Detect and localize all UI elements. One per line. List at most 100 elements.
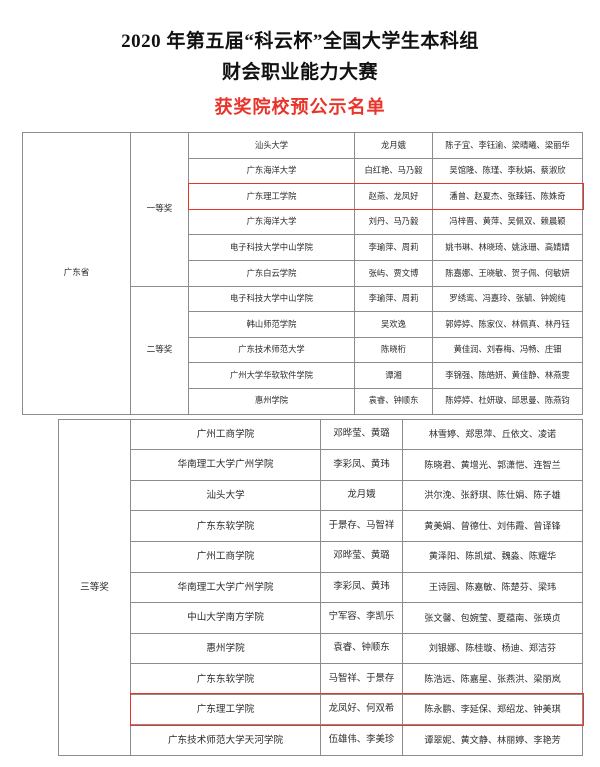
students-cell: 李锦强、陈皓妍、黄佳静、林燕雯 <box>432 362 583 389</box>
students-cell: 陈浩远、陈嘉星、张燕洪、梁丽岚 <box>402 663 583 695</box>
school-cell: 广州工商学院 <box>130 418 321 451</box>
teacher-cell: 吴欢逸 <box>354 311 433 338</box>
table-row: 三等奖 广州工商学院 邓晔莹、黄璐 林雪婷、郑思萍、丘依文、凌诺 <box>58 418 583 757</box>
teacher-cell: 龙凤好、何双希 <box>320 693 403 726</box>
school-cell: 广东东软学院 <box>130 663 321 695</box>
title-line-1: 2020 年第五届“科云杯”全国大学生本科组 <box>121 31 479 52</box>
students-cell: 姚书琳、林晓琦、姚泳珊、高婧婧 <box>432 234 583 261</box>
table-row: 广东东软学院 于景存、马智祥 黄美娟、曾德仕、刘伟霞、曾译锋 <box>59 510 583 542</box>
teacher-cell: 于景存、马智祥 <box>320 510 403 542</box>
table-row: 广东东软学院 马智祥、于景存 陈浩远、陈嘉星、张燕洪、梁丽岚 <box>59 663 583 695</box>
table-row: 惠州学院 袁睿、钟顺东 刘银娜、陈桂璇、杨迪、郑洁芬 <box>59 632 583 665</box>
table-row: 广东理工学院 赵燕、龙凤好 潘曾、赵夏杰、张臻钰、陈姝奇 <box>23 183 583 210</box>
school-cell: 广东海洋大学 <box>188 157 355 185</box>
table-row: 广东技术师范大学 陈晓桁 黄佳润、刘春梅、冯畅、庄钿 <box>23 336 583 364</box>
school-cell: 中山大学南方学院 <box>130 602 321 634</box>
school-cell: 广东理工学院 <box>130 693 321 726</box>
upper-table-body: 广东省 一等奖 汕头大学 龙月娥 陈子宜、李钰渝、梁晴曦、梁丽华 广东海洋大学 白红艳、马乃… <box>22 132 583 415</box>
students-cell: 陈婷婷、杜妍璇、邱思曼、陈燕钧 <box>432 387 583 415</box>
school-cell: 广东东软学院 <box>130 510 321 542</box>
region-cell: 广东省 <box>22 132 131 415</box>
award-table-lower: 三等奖 广州工商学院 邓晔莹、黄璐 林雪婷、郑思萍、丘依文、凌诺 华南理工大学广州学院李… <box>58 418 583 757</box>
school-cell: 华南理工大学广州学院 <box>130 449 321 481</box>
prize-cell: 一等奖 <box>130 132 189 287</box>
table-row: 中山大学南方学院 宁军容、李凯乐 张文馨、包婉莹、夏蕴南、张瑛贞 <box>59 602 583 634</box>
students-cell: 黄泽阳、陈凯斌、魏淼、陈耀华 <box>402 540 583 573</box>
lower-table-wrapper: 三等奖 广州工商学院 邓晔莹、黄璐 林雪婷、郑思萍、丘依文、凌诺 华南理工大学广州学院李… <box>0 418 600 757</box>
school-cell: 电子科技大学中山学院 <box>188 234 355 261</box>
students-cell: 陈晓君、黄增光、郭潇恺、连智兰 <box>402 449 583 481</box>
students-cell: 刘银娜、陈桂璇、杨迪、郑洁芬 <box>402 632 583 665</box>
school-cell: 韩山师范学院 <box>188 311 355 338</box>
teacher-cell: 袁睿、钟顺东 <box>354 387 433 415</box>
teacher-cell: 李瑜萍、周莉 <box>354 285 433 313</box>
teacher-cell: 伍雄伟、李美珍 <box>320 724 403 757</box>
table-row: 广东技术师范大学天河学院 伍雄伟、李美珍 谭翠妮、黄文静、林丽婷、李艳芳 <box>59 724 583 757</box>
school-cell: 惠州学院 <box>188 387 355 415</box>
teacher-cell: 李彩凤、黄玮 <box>320 571 403 604</box>
teacher-cell: 龙月娥 <box>320 479 403 512</box>
teacher-cell: 陈晓桁 <box>354 336 433 364</box>
school-cell: 汕头大学 <box>188 132 355 159</box>
table-row: 惠州学院 袁睿、钟顺东 陈婷婷、杜妍璇、邱思曼、陈燕钧 <box>23 387 583 415</box>
teacher-cell: 邓晔莹、黄璐 <box>320 418 403 451</box>
page-subtitle: 获奖院校预公示名单 <box>214 97 386 117</box>
school-cell: 广东技术师范大学天河学院 <box>130 724 321 757</box>
school-cell: 惠州学院 <box>130 632 321 665</box>
students-cell: 潘曾、赵夏杰、张臻钰、陈姝奇 <box>432 183 583 210</box>
prize-cell: 三等奖 <box>58 418 131 757</box>
students-cell: 黄佳润、刘春梅、冯畅、庄钿 <box>432 336 583 364</box>
school-cell: 华南理工大学广州学院 <box>130 571 321 604</box>
table-row: 广东省 一等奖 汕头大学 龙月娥 陈子宜、李钰渝、梁晴曦、梁丽华 <box>22 132 583 415</box>
teacher-cell: 袁睿、钟顺东 <box>320 632 403 665</box>
students-cell: 张文馨、包婉莹、夏蕴南、张瑛贞 <box>402 602 583 634</box>
students-cell: 陈永鹏、李延保、郑绍龙、钟美琪 <box>402 693 583 726</box>
school-cell: 广东理工学院 <box>188 183 355 210</box>
school-cell: 汕头大学 <box>130 479 321 512</box>
school-cell: 广东技术师范大学 <box>188 336 355 364</box>
teacher-cell: 白红艳、马乃毅 <box>354 157 433 185</box>
document-header: 2020 年第五届“科云杯”全国大学生本科组 财会职业能力大赛 获奖院校预公示名… <box>0 0 600 122</box>
school-cell: 广州工商学院 <box>130 540 321 573</box>
students-cell: 陈子宜、李钰渝、梁晴曦、梁丽华 <box>432 132 583 159</box>
table-row: 广东白云学院 张屿、贾文博 陈嘉娜、王晓敏、贺子佩、何敏妍 <box>23 259 583 287</box>
students-cell: 谭翠妮、黄文静、林丽婷、李艳芳 <box>402 724 583 757</box>
students-cell: 冯梓晋、黄萍、吴佩双、赖晨颖 <box>432 208 583 236</box>
students-cell: 吴馆隆、陈瑾、李秋娟、蔡淑欣 <box>432 157 583 185</box>
school-cell: 广东海洋大学 <box>188 208 355 236</box>
students-cell: 林雪婷、郑思萍、丘依文、凌诺 <box>402 418 583 451</box>
teacher-cell: 邓晔莹、黄璐 <box>320 540 403 573</box>
table-row: 华南理工大学广州学院 李彩凤、黄玮 王诗园、陈嘉敏、陈楚芬、梁玮 <box>59 571 583 604</box>
table-row: 韩山师范学院 吴欢逸 郭婷婷、陈家仪、林佩真、林丹钰 <box>23 311 583 338</box>
lower-table-body: 三等奖 广州工商学院 邓晔莹、黄璐 林雪婷、郑思萍、丘依文、凌诺 华南理工大学广州学院李… <box>58 418 583 757</box>
students-cell: 洪尔浼、张舒琪、陈仕娟、陈子雄 <box>402 479 583 512</box>
title-line-2: 财会职业能力大赛 <box>221 62 378 83</box>
upper-table-wrapper: 广东省 一等奖 汕头大学 龙月娥 陈子宜、李钰渝、梁晴曦、梁丽华 广东海洋大学 白红艳、马乃… <box>0 132 600 415</box>
table-row: 华南理工大学广州学院 李彩凤、黄玮 陈晓君、黄增光、郭潇恺、连智兰 <box>59 449 583 481</box>
school-cell: 电子科技大学中山学院 <box>188 285 355 313</box>
school-cell: 广东白云学院 <box>188 259 355 287</box>
teacher-cell: 谭湘 <box>354 362 433 389</box>
teacher-cell: 刘丹、马乃毅 <box>354 208 433 236</box>
table-row: 广州大学华软软件学院 谭湘 李锦强、陈皓妍、黄佳静、林燕雯 <box>23 362 583 389</box>
award-table-upper: 广东省 一等奖 汕头大学 龙月娥 陈子宜、李钰渝、梁晴曦、梁丽华 广东海洋大学 白红艳、马乃… <box>22 132 583 415</box>
teacher-cell: 赵燕、龙凤好 <box>354 183 433 210</box>
students-cell: 王诗园、陈嘉敏、陈楚芬、梁玮 <box>402 571 583 604</box>
students-cell: 陈嘉娜、王晓敏、贺子佩、何敏妍 <box>432 259 583 287</box>
teacher-cell: 宁军容、李凯乐 <box>320 602 403 634</box>
prize-cell: 二等奖 <box>130 285 189 415</box>
table-row: 二等奖 电子科技大学中山学院 李瑜萍、周莉 罗绣鸾、冯嘉玲、张毓、钟婉纯 <box>23 285 583 415</box>
students-cell: 郭婷婷、陈家仪、林佩真、林丹钰 <box>432 311 583 338</box>
teacher-cell: 李瑜萍、周莉 <box>354 234 433 261</box>
students-cell: 罗绣鸾、冯嘉玲、张毓、钟婉纯 <box>432 285 583 313</box>
teacher-cell: 龙月娥 <box>354 132 433 159</box>
teacher-cell: 马智祥、于景存 <box>320 663 403 695</box>
teacher-cell: 李彩凤、黄玮 <box>320 449 403 481</box>
table-row: 广东理工学院 龙凤好、何双希 陈永鹏、李延保、郑绍龙、钟美琪 <box>59 693 583 726</box>
table-row: 汕头大学 龙月娥 洪尔浼、张舒琪、陈仕娟、陈子雄 <box>59 479 583 512</box>
students-cell: 黄美娟、曾德仕、刘伟霞、曾译锋 <box>402 510 583 542</box>
table-row: 广州工商学院 邓晔莹、黄璐 黄泽阳、陈凯斌、魏淼、陈耀华 <box>59 540 583 573</box>
teacher-cell: 张屿、贾文博 <box>354 259 433 287</box>
table-row: 电子科技大学中山学院 李瑜萍、周莉 姚书琳、林晓琦、姚泳珊、高婧婧 <box>23 234 583 261</box>
school-cell: 广州大学华软软件学院 <box>188 362 355 389</box>
